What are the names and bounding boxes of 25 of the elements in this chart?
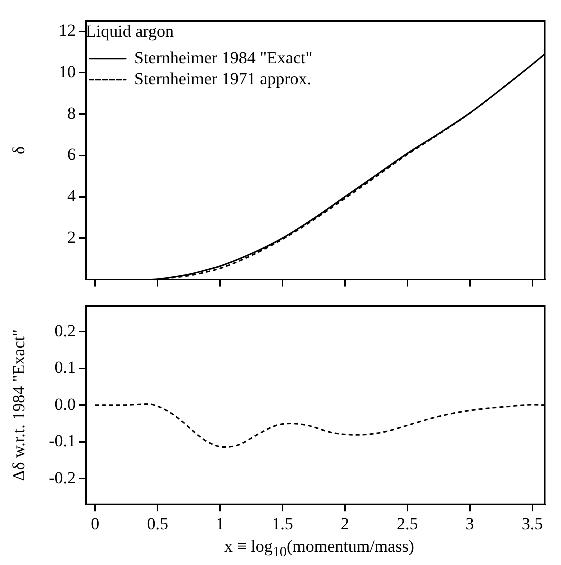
y-axis-title: δ bbox=[10, 146, 29, 155]
y-tick-label: 0.0 bbox=[54, 394, 76, 414]
y-tick-label: 0.1 bbox=[54, 358, 76, 378]
y-tick-label: 12 bbox=[59, 21, 76, 40]
x-tick-label: 2.5 bbox=[396, 514, 418, 534]
legend-label: Sternheimer 1971 approx. bbox=[134, 69, 312, 88]
legend-label: Sternheimer 1984 "Exact" bbox=[134, 48, 313, 68]
y-tick-label: -0.2 bbox=[49, 468, 76, 488]
y-axis-title: Δδ w.r.t. 1984 "Exact" bbox=[10, 330, 29, 482]
x-tick-label: 1 bbox=[216, 514, 225, 534]
x-tick-label: 0 bbox=[91, 514, 100, 534]
legend-title: Liquid argon bbox=[86, 22, 174, 41]
y-tick-label: 10 bbox=[59, 62, 76, 82]
x-tick-label: 1.5 bbox=[272, 514, 294, 534]
y-tick-label: 0.2 bbox=[54, 321, 76, 340]
x-tick-label: 3 bbox=[466, 514, 474, 534]
y-tick-label: 8 bbox=[68, 104, 76, 123]
y-tick-label: 4 bbox=[68, 186, 76, 206]
y-tick-label: -0.1 bbox=[49, 432, 76, 451]
x-tick-label: 3.5 bbox=[522, 514, 544, 534]
y-tick-label: 2 bbox=[68, 228, 76, 247]
x-tick-label: 0.5 bbox=[147, 514, 168, 534]
x-tick-label: 2 bbox=[340, 514, 350, 534]
x-axis-title: x ≡ log$_{10}$(momentum/mass) bbox=[224, 537, 416, 562]
y-tick-label: 6 bbox=[68, 145, 76, 164]
